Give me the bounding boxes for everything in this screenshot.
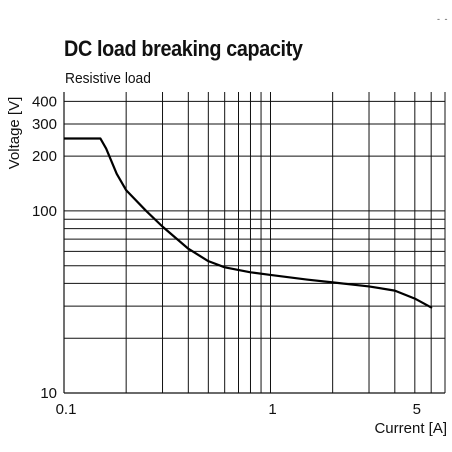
x-tick-label: 1 (268, 401, 276, 418)
chart-title: DC load breaking capacity (64, 36, 303, 61)
y-tick-label: 10 (40, 385, 57, 402)
x-tick-label: 5 (413, 401, 421, 418)
corner-mark: - - (437, 14, 449, 24)
x-axis-title: Current [A] (374, 420, 447, 437)
series-layer (64, 137, 433, 309)
y-tick-label: 300 (32, 116, 57, 133)
tick-labels: 10 100 200 300 400 0.1 1 5 (32, 93, 421, 418)
axes (63, 92, 445, 394)
chart-subtitle: Resistive load (65, 70, 151, 87)
x-tick-label: 0.1 (56, 401, 77, 418)
y-axis-title: Voltage [V] (6, 97, 23, 170)
axis-titles: Voltage [V] Current [A] (6, 97, 447, 437)
y-tick-label: 400 (32, 93, 57, 110)
y-tick-label: 100 (32, 203, 57, 220)
series-line (64, 137, 433, 309)
grid (63, 92, 446, 393)
y-tick-label: 200 (32, 148, 57, 165)
